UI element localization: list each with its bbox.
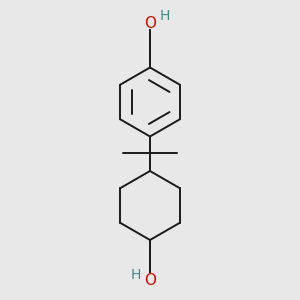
- Text: H: H: [130, 268, 141, 282]
- Text: O: O: [144, 16, 156, 32]
- Text: O: O: [144, 273, 156, 288]
- Text: H: H: [159, 9, 170, 23]
